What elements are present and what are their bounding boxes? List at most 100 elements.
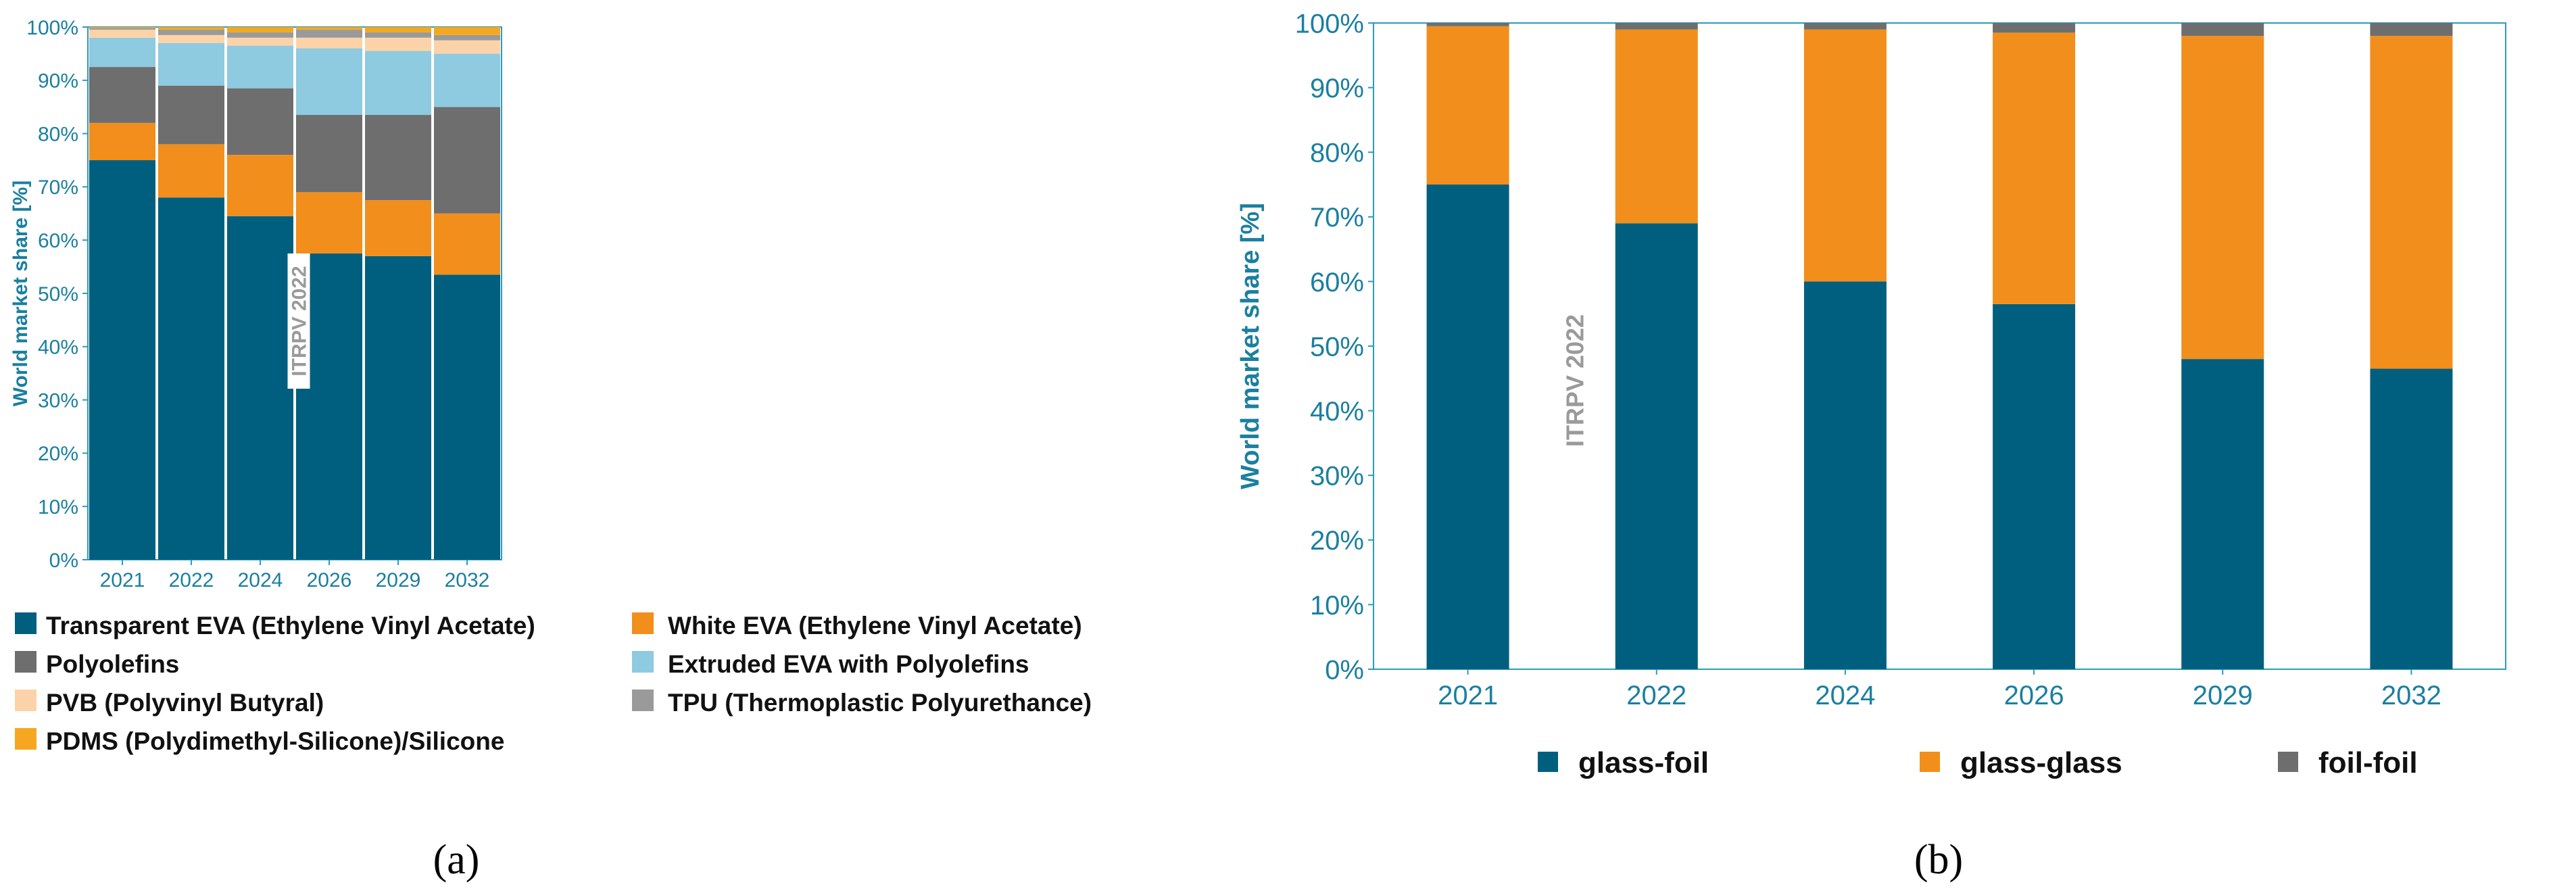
caption-a: (a): [433, 837, 480, 883]
bar-transparent-eva-ethylene-vinyl-acetate-2021: [89, 160, 155, 560]
bar-transparent-eva-ethylene-vinyl-acetate-2022: [158, 197, 224, 560]
x-tick-label-2029: 2029: [2193, 681, 2253, 710]
legend-swatch-pdms-polydimethyl-silicone-silicone: [15, 728, 37, 750]
bar-tpu-thermoplastic-polyurethance-2026: [296, 29, 362, 38]
watermark-text: ITRPV 2022: [1561, 314, 1589, 447]
bar-pdms-polydimethyl-silicone-silicone-2032: [434, 27, 500, 35]
bar-transparent-eva-ethylene-vinyl-acetate-2024: [227, 216, 293, 560]
bar-white-eva-ethylene-vinyl-acetate-2026: [296, 192, 362, 253]
bar-pdms-polydimethyl-silicone-silicone-2026: [296, 27, 362, 30]
bar-transparent-eva-ethylene-vinyl-acetate-2032: [434, 274, 500, 560]
y-tick-label: 80%: [38, 123, 78, 145]
bar-pvb-polyvinyl-butyral-2032: [434, 40, 500, 54]
y-tick-label: 80%: [1310, 139, 1364, 168]
legend-swatch-pvb-polyvinyl-butyral: [15, 690, 37, 711]
y-tick-label: 100%: [1295, 9, 1364, 39]
bar-glass-glass-2026: [1993, 32, 2076, 304]
legend-label-glass-foil: glass-foil: [1578, 746, 1709, 779]
bar-pdms-polydimethyl-silicone-silicone-2029: [365, 27, 431, 32]
legend-label-transparent-eva-ethylene-vinyl-acetate: Transparent EVA (Ethylene Vinyl Acetate): [46, 612, 535, 639]
bar-tpu-thermoplastic-polyurethance-2024: [227, 32, 293, 38]
bar-tpu-thermoplastic-polyurethance-2032: [434, 34, 500, 41]
x-tick-label-2021: 2021: [100, 569, 145, 591]
bar-glass-glass-2022: [1615, 29, 1698, 224]
y-tick-label: 20%: [38, 443, 78, 465]
bar-extruded-eva-with-polyolefins-2022: [158, 43, 224, 86]
y-axis-label: World market share [%]: [1236, 203, 1265, 489]
bar-extruded-eva-with-polyolefins-2032: [434, 53, 500, 107]
legend-label-foil-foil: foil-foil: [2318, 746, 2418, 779]
bar-glass-foil-2024: [1803, 281, 1887, 669]
legend-label-extruded-eva-with-polyolefins: Extruded EVA with Polyolefins: [668, 650, 1029, 678]
legend-swatch-tpu-thermoplastic-polyurethance: [632, 690, 654, 711]
x-tick-label-2024: 2024: [1815, 681, 1875, 710]
bar-polyolefins-2026: [296, 115, 362, 193]
y-tick-label: 40%: [1310, 397, 1364, 427]
bar-pdms-polydimethyl-silicone-silicone-2021: [89, 27, 155, 28]
bar-glass-glass-2021: [1426, 26, 1509, 185]
legend-swatch-polyolefins: [15, 651, 37, 673]
x-tick-label-2026: 2026: [307, 569, 352, 591]
bar-white-eva-ethylene-vinyl-acetate-2024: [227, 155, 293, 216]
legend-label-polyolefins: Polyolefins: [46, 650, 179, 678]
bar-glass-foil-2026: [1993, 304, 2076, 669]
y-tick-label: 90%: [1310, 74, 1364, 103]
y-tick-label: 40%: [38, 337, 78, 359]
legend-label-white-eva-ethylene-vinyl-acetate: White EVA (Ethylene Vinyl Acetate): [668, 612, 1082, 639]
y-tick-label: 70%: [38, 176, 78, 199]
bar-glass-foil-2021: [1426, 185, 1509, 669]
bar-foil-foil-2032: [2370, 23, 2453, 37]
panel-b-chart: 0% 10% 20% 30% 40% 50% 60% 70% 80% 90% 100% World m…: [1236, 9, 2506, 710]
bar-extruded-eva-with-polyolefins-2021: [89, 37, 155, 68]
bar-pvb-polyvinyl-butyral-2022: [158, 34, 224, 43]
bar-glass-foil-2032: [2370, 368, 2453, 669]
bar-foil-foil-2021: [1426, 23, 1509, 26]
bar-polyolefins-2029: [365, 115, 431, 201]
y-tick-label: 30%: [38, 389, 78, 412]
y-tick-label: 60%: [1310, 268, 1364, 297]
legend-label-glass-glass: glass-glass: [1960, 746, 2122, 779]
bar-pvb-polyvinyl-butyral-2024: [227, 37, 293, 46]
legend-swatch-glass-foil: [1538, 752, 1558, 772]
bar-tpu-thermoplastic-polyurethance-2022: [158, 29, 224, 35]
y-tick-label: 20%: [1310, 526, 1364, 556]
bar-polyolefins-2022: [158, 85, 224, 145]
bar-white-eva-ethylene-vinyl-acetate-2022: [158, 144, 224, 198]
y-tick-label: 60%: [38, 230, 78, 252]
x-tick-label-2024: 2024: [238, 569, 283, 591]
bar-tpu-thermoplastic-polyurethance-2021: [89, 28, 155, 30]
x-tick-label-2032: 2032: [2381, 681, 2441, 710]
bar-polyolefins-2021: [89, 67, 155, 123]
bar-white-eva-ethylene-vinyl-acetate-2032: [434, 213, 500, 275]
bar-pdms-polydimethyl-silicone-silicone-2024: [227, 27, 293, 32]
legend-label-tpu-thermoplastic-polyurethance: TPU (Thermoplastic Polyurethance): [668, 689, 1092, 717]
legend-swatch-extruded-eva-with-polyolefins: [632, 651, 654, 673]
bar-glass-glass-2024: [1803, 29, 1887, 282]
y-tick-label: 10%: [1310, 591, 1364, 621]
y-tick-label: 50%: [38, 283, 78, 306]
bar-pvb-polyvinyl-butyral-2029: [365, 37, 431, 51]
bar-white-eva-ethylene-vinyl-acetate-2029: [365, 200, 431, 256]
y-tick-label: 0%: [1325, 655, 1364, 685]
bar-tpu-thermoplastic-polyurethance-2029: [365, 32, 431, 38]
watermark-background: [287, 253, 310, 389]
bar-extruded-eva-with-polyolefins-2029: [365, 51, 431, 116]
panel-b-legend: glass-foil glass-glass foil-foil: [1538, 746, 2418, 779]
bar-foil-foil-2022: [1615, 23, 1698, 30]
bar-extruded-eva-with-polyolefins-2026: [296, 48, 362, 116]
legend-label-pvb-polyvinyl-butyral: PVB (Polyvinyl Butyral): [46, 689, 324, 717]
bar-white-eva-ethylene-vinyl-acetate-2021: [89, 122, 155, 160]
bar-foil-foil-2029: [2181, 23, 2264, 37]
bar-pvb-polyvinyl-butyral-2026: [296, 37, 362, 49]
y-tick-label: 90%: [38, 70, 78, 93]
panel-a-legend: Transparent EVA (Ethylene Vinyl Acetate)…: [15, 612, 1092, 755]
x-tick-label-2026: 2026: [2004, 681, 2064, 710]
bar-pvb-polyvinyl-butyral-2021: [89, 29, 155, 38]
y-tick-label: 10%: [38, 496, 78, 518]
watermark-text: ITRPV 2022: [289, 266, 311, 376]
bar-extruded-eva-with-polyolefins-2024: [227, 45, 293, 89]
y-tick-label: 70%: [1310, 203, 1364, 233]
watermark-background: [1561, 289, 1588, 472]
bar-glass-foil-2029: [2181, 359, 2264, 669]
